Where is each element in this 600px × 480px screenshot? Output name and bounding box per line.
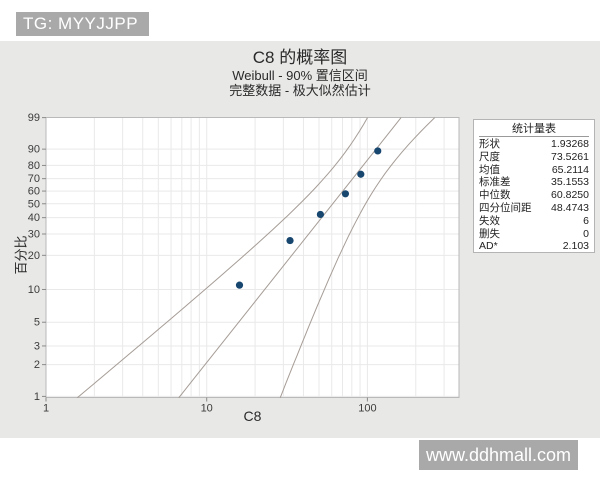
x-axis-label: C8 [243, 408, 262, 424]
statistics-table: 统计量表 形状 1.93268 尺度 73.5261 均值 65.2114 标准差 35… [473, 119, 595, 253]
stats-row-scale: 尺度 73.5261 [479, 150, 589, 163]
y-tick-label: 1 [34, 391, 40, 403]
y-tick-label: 90 [28, 144, 40, 156]
stats-row-median: 中位数 60.8250 [479, 189, 589, 202]
y-tick-label: 30 [28, 228, 40, 240]
y-tick-label: 60 [28, 186, 40, 198]
data-point [341, 190, 350, 198]
stats-row-censored: 删失 0 [479, 227, 589, 240]
plot-frame [45, 117, 460, 398]
watermark-badge: www.ddhmall.com [419, 440, 578, 470]
chart-titles: C8 的概率图 Weibull - 90% 置信区间 完整数据 - 极大似然估计 [0, 47, 600, 98]
x-tick-label: 100 [358, 403, 376, 415]
top-left-badge: TG: MYYJJPP [16, 12, 149, 36]
x-tick-label: 10 [201, 403, 213, 415]
stats-row-iqr: 四分位间距 48.4743 [479, 201, 589, 214]
stats-row-failures: 失效 6 [479, 214, 589, 227]
data-point [316, 210, 325, 219]
fit-line [178, 117, 402, 399]
y-tick-label: 20 [28, 250, 40, 262]
data-point [357, 170, 365, 178]
chart-title: C8 的概率图 [252, 48, 348, 67]
chart-panel: C8 的概率图 Weibull - 90% 置信区间 完整数据 - 极大似然估计… [0, 41, 600, 438]
y-tick-label: 10 [28, 284, 40, 296]
data-point [286, 236, 294, 245]
statistics-table-header: 统计量表 [479, 122, 589, 137]
stats-row-shape: 形状 1.93268 [479, 138, 589, 150]
chart-subtitle-2: 完整数据 - 极大似然估计 [229, 83, 371, 98]
y-axis-label: 百分比 [13, 235, 29, 275]
y-tick-label: 80 [28, 160, 40, 172]
data-point [235, 281, 244, 289]
y-tick-label: 99 [28, 112, 40, 124]
stats-row-stdev: 标准差 35.1553 [479, 176, 589, 189]
stats-row-mean: 均值 65.2114 [479, 163, 589, 176]
ci-band-lower [279, 117, 436, 398]
y-tick-label: 70 [28, 173, 40, 185]
y-tick-label: 50 [28, 198, 40, 210]
x-tick-label: 1 [43, 403, 49, 415]
plot-area [46, 117, 459, 398]
stats-row-ad: AD* 2.103 [479, 240, 589, 253]
y-tick-label: 5 [34, 317, 40, 329]
y-tick-label: 2 [34, 359, 40, 371]
chart-subtitle-1: Weibull - 90% 置信区间 [232, 68, 368, 83]
y-tick-label: 40 [28, 212, 40, 224]
data-point [374, 147, 382, 155]
y-tick-label: 3 [34, 340, 40, 352]
ci-band-upper [76, 117, 368, 399]
